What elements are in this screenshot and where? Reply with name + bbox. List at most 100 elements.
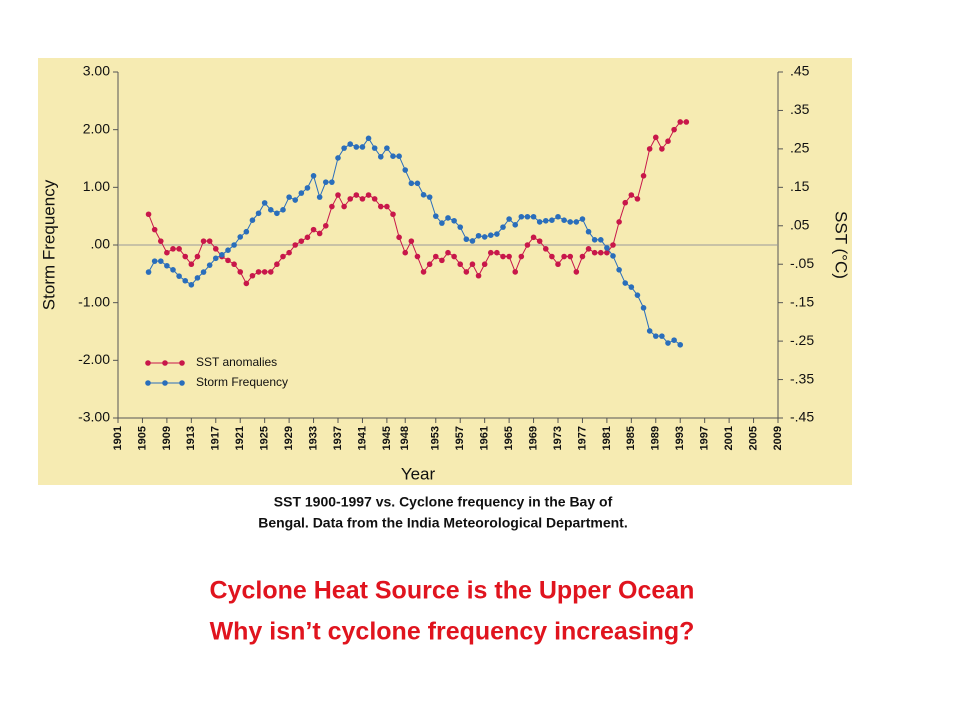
y-tick-label: .00 [91, 236, 111, 252]
data-point [604, 245, 610, 251]
data-point [341, 203, 347, 210]
x-tick-label: 1945 [381, 426, 393, 450]
data-point [176, 273, 182, 279]
x-axis-title: Year [401, 464, 436, 483]
data-point [561, 217, 567, 224]
data-point [396, 234, 402, 241]
data-point [182, 253, 189, 260]
data-point [292, 242, 299, 248]
data-point [616, 266, 622, 273]
data-point [579, 216, 586, 222]
data-point [677, 119, 684, 125]
data-point [170, 246, 176, 252]
x-tick-label: 2009 [772, 426, 784, 450]
data-point [512, 222, 519, 228]
data-point [573, 219, 580, 225]
data-point [292, 197, 299, 203]
data-point [206, 262, 213, 268]
data-point [634, 196, 641, 202]
data-point [347, 141, 354, 147]
data-point [555, 213, 561, 220]
data-point [420, 269, 427, 275]
x-tick-label: 2001 [723, 426, 735, 450]
data-point [365, 192, 372, 198]
y-tick-label: 3.00 [83, 63, 110, 79]
legend-marker [162, 360, 168, 366]
data-point [665, 138, 671, 144]
data-point [157, 258, 164, 264]
data-point [164, 262, 170, 269]
data-point [659, 333, 665, 339]
data-point [616, 219, 622, 225]
data-point [396, 153, 402, 159]
x-tick-label: 1957 [454, 426, 466, 450]
data-point [384, 145, 390, 151]
data-point [432, 213, 439, 219]
data-point [420, 192, 427, 198]
data-point [390, 153, 396, 159]
y2-tick-label: .05 [790, 216, 810, 232]
data-point [463, 236, 470, 243]
data-point [610, 242, 616, 248]
data-point [585, 228, 592, 235]
data-point [426, 194, 433, 200]
data-point [500, 253, 506, 260]
data-point [261, 200, 268, 206]
data-point [414, 180, 421, 187]
data-point [194, 275, 201, 281]
data-point [573, 269, 580, 275]
x-tick-label: 1981 [601, 426, 613, 450]
data-point [206, 238, 213, 244]
data-point [280, 207, 286, 213]
y2-tick-label: .35 [790, 101, 810, 117]
data-point [188, 261, 195, 268]
data-point [671, 126, 677, 133]
data-point [402, 249, 409, 256]
x-tick-label: 1965 [503, 426, 515, 450]
data-point [151, 258, 158, 264]
data-point [194, 253, 201, 260]
headline: Why isn’t cyclone frequency increasing? [210, 618, 695, 646]
data-point [286, 249, 292, 256]
caption: Bengal. Data from the India Meteorologic… [258, 515, 628, 531]
y2-tick-label: .45 [790, 63, 810, 79]
y-axis-title: Storm Frequency [39, 179, 58, 310]
data-point [237, 269, 244, 275]
data-point [451, 217, 457, 224]
data-point [683, 119, 690, 125]
data-point [665, 340, 671, 346]
data-point [445, 215, 451, 221]
data-point [567, 219, 574, 225]
data-point [298, 238, 305, 244]
data-point [561, 253, 567, 260]
data-point [671, 337, 677, 343]
data-point [310, 226, 317, 233]
data-point [463, 269, 470, 275]
data-point [384, 203, 390, 210]
data-point [304, 185, 311, 191]
data-point [659, 146, 665, 152]
data-point [402, 167, 409, 173]
data-point [414, 253, 421, 260]
x-tick-label: 1937 [332, 426, 344, 450]
data-point [329, 203, 335, 210]
data-point [549, 217, 555, 224]
data-point [536, 238, 543, 244]
x-tick-label: 1969 [527, 426, 539, 450]
data-point [622, 199, 629, 206]
data-point [646, 328, 653, 334]
data-point [145, 269, 152, 275]
data-point [267, 207, 274, 213]
data-point [579, 253, 586, 260]
data-point [219, 252, 225, 258]
data-point [591, 237, 598, 243]
data-point [426, 261, 433, 268]
data-point [225, 257, 231, 264]
x-tick-label: 1961 [479, 426, 491, 450]
x-tick-label: 1925 [259, 426, 271, 450]
y-tick-label: 1.00 [83, 178, 110, 194]
data-point [164, 249, 170, 256]
data-point [157, 238, 164, 244]
data-point [634, 292, 641, 298]
